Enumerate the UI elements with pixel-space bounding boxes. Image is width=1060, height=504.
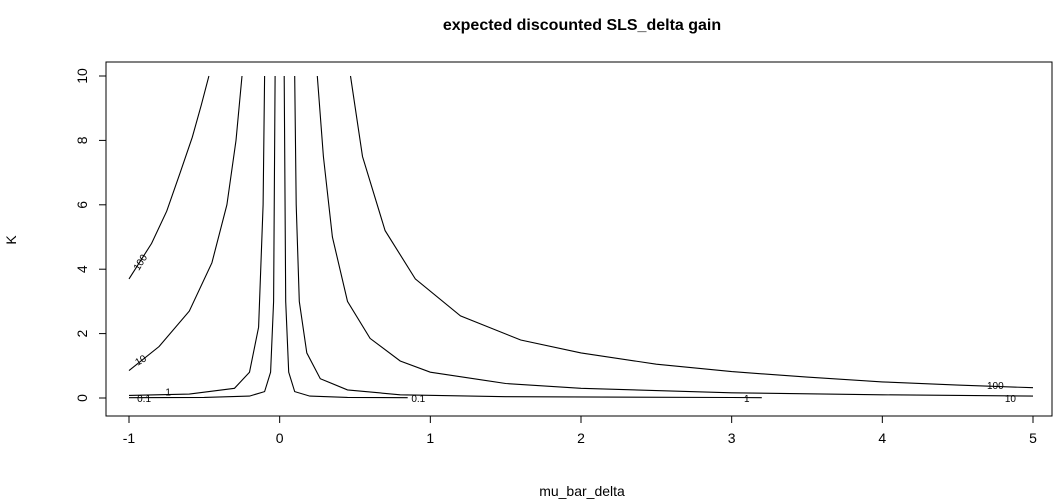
y-tick-label: 4 xyxy=(74,265,90,273)
y-tick-label: 8 xyxy=(74,136,90,144)
contour-label: 0.1 xyxy=(137,394,151,405)
contour-label: 100 xyxy=(132,252,150,272)
contour-label: 0.1 xyxy=(411,394,425,405)
y-axis: 0 2 4 6 8 10 xyxy=(74,68,107,402)
x-tick-label: 2 xyxy=(577,430,585,446)
contour-label: 1 xyxy=(165,388,171,399)
y-tick-label: 0 xyxy=(74,394,90,402)
x-tick-label: 0 xyxy=(276,430,284,446)
chart-title: expected discounted SLS_delta gain xyxy=(443,17,721,34)
x-axis: -1 0 1 2 3 4 5 xyxy=(123,415,1037,446)
x-tick-label: -1 xyxy=(123,430,136,446)
y-axis-label: K xyxy=(3,235,19,245)
contour-level-0-1-segment-1 xyxy=(128,75,276,399)
contour-label: 10 xyxy=(1005,394,1017,405)
contour-label: 10 xyxy=(133,353,149,368)
contour-level-100-segment-1 xyxy=(128,75,210,280)
plot-frame xyxy=(105,61,1053,417)
x-axis-label: mu_bar_delta xyxy=(539,483,625,499)
contour-level-0-1-segment-2 xyxy=(283,75,408,399)
contour-label: 1 xyxy=(744,394,750,405)
x-tick-label: 4 xyxy=(878,430,886,446)
contour-lines xyxy=(128,75,1034,399)
x-tick-label: 1 xyxy=(426,430,434,446)
y-tick-label: 10 xyxy=(74,68,90,84)
contour-level-10-segment-2 xyxy=(316,75,1034,397)
x-tick-label: 5 xyxy=(1029,430,1037,446)
x-tick-label: 3 xyxy=(728,430,736,446)
y-tick-label: 6 xyxy=(74,201,90,209)
contour-level-10-segment-1 xyxy=(128,75,243,372)
y-tick-label: 2 xyxy=(74,329,90,337)
contour-level-1-segment-2 xyxy=(294,75,762,399)
contour-level-1-segment-1 xyxy=(128,75,266,396)
contour-level-100-segment-2 xyxy=(349,75,1034,389)
contour-label: 100 xyxy=(987,381,1004,392)
